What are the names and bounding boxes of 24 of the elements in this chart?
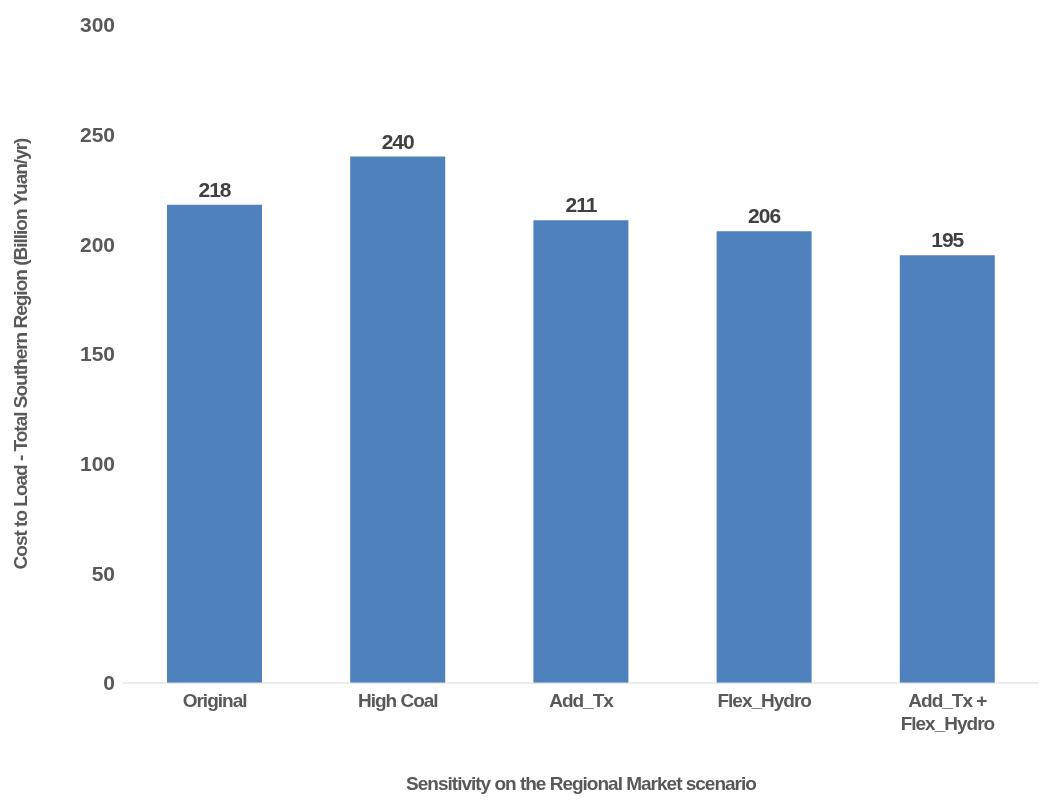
- x-tick-label: Add_Tx + Flex_Hydro: [900, 690, 995, 734]
- data-label: 218: [198, 177, 232, 201]
- bar: [899, 255, 995, 683]
- data-label: 195: [931, 228, 965, 252]
- y-tick-label: 300: [79, 13, 115, 37]
- data-label: 206: [748, 204, 781, 228]
- data-label: 211: [565, 193, 598, 217]
- x-axis-title: Sensitivity on the Regional Market scenario: [406, 773, 757, 794]
- bar: [167, 204, 262, 683]
- y-tick-label: 0: [103, 671, 115, 695]
- y-tick-label: 100: [79, 452, 115, 476]
- bar: [533, 220, 629, 683]
- y-axis-title: Cost to Load - Total Southern Region (Billion Yuan/yr): [9, 137, 31, 570]
- y-tick-label: 50: [91, 561, 115, 585]
- x-tick-label: Flex_Hydro: [717, 690, 812, 711]
- bar: [350, 156, 446, 683]
- x-tick-label: Original: [182, 690, 247, 711]
- y-tick-label: 250: [79, 123, 115, 147]
- x-tick-label: High Coal: [357, 690, 438, 711]
- x-tick-label: Add_Tx: [549, 690, 615, 711]
- bar: [716, 231, 812, 683]
- y-tick-label: 150: [79, 342, 115, 366]
- data-label: 240: [381, 129, 415, 153]
- y-tick-label: 200: [79, 232, 115, 256]
